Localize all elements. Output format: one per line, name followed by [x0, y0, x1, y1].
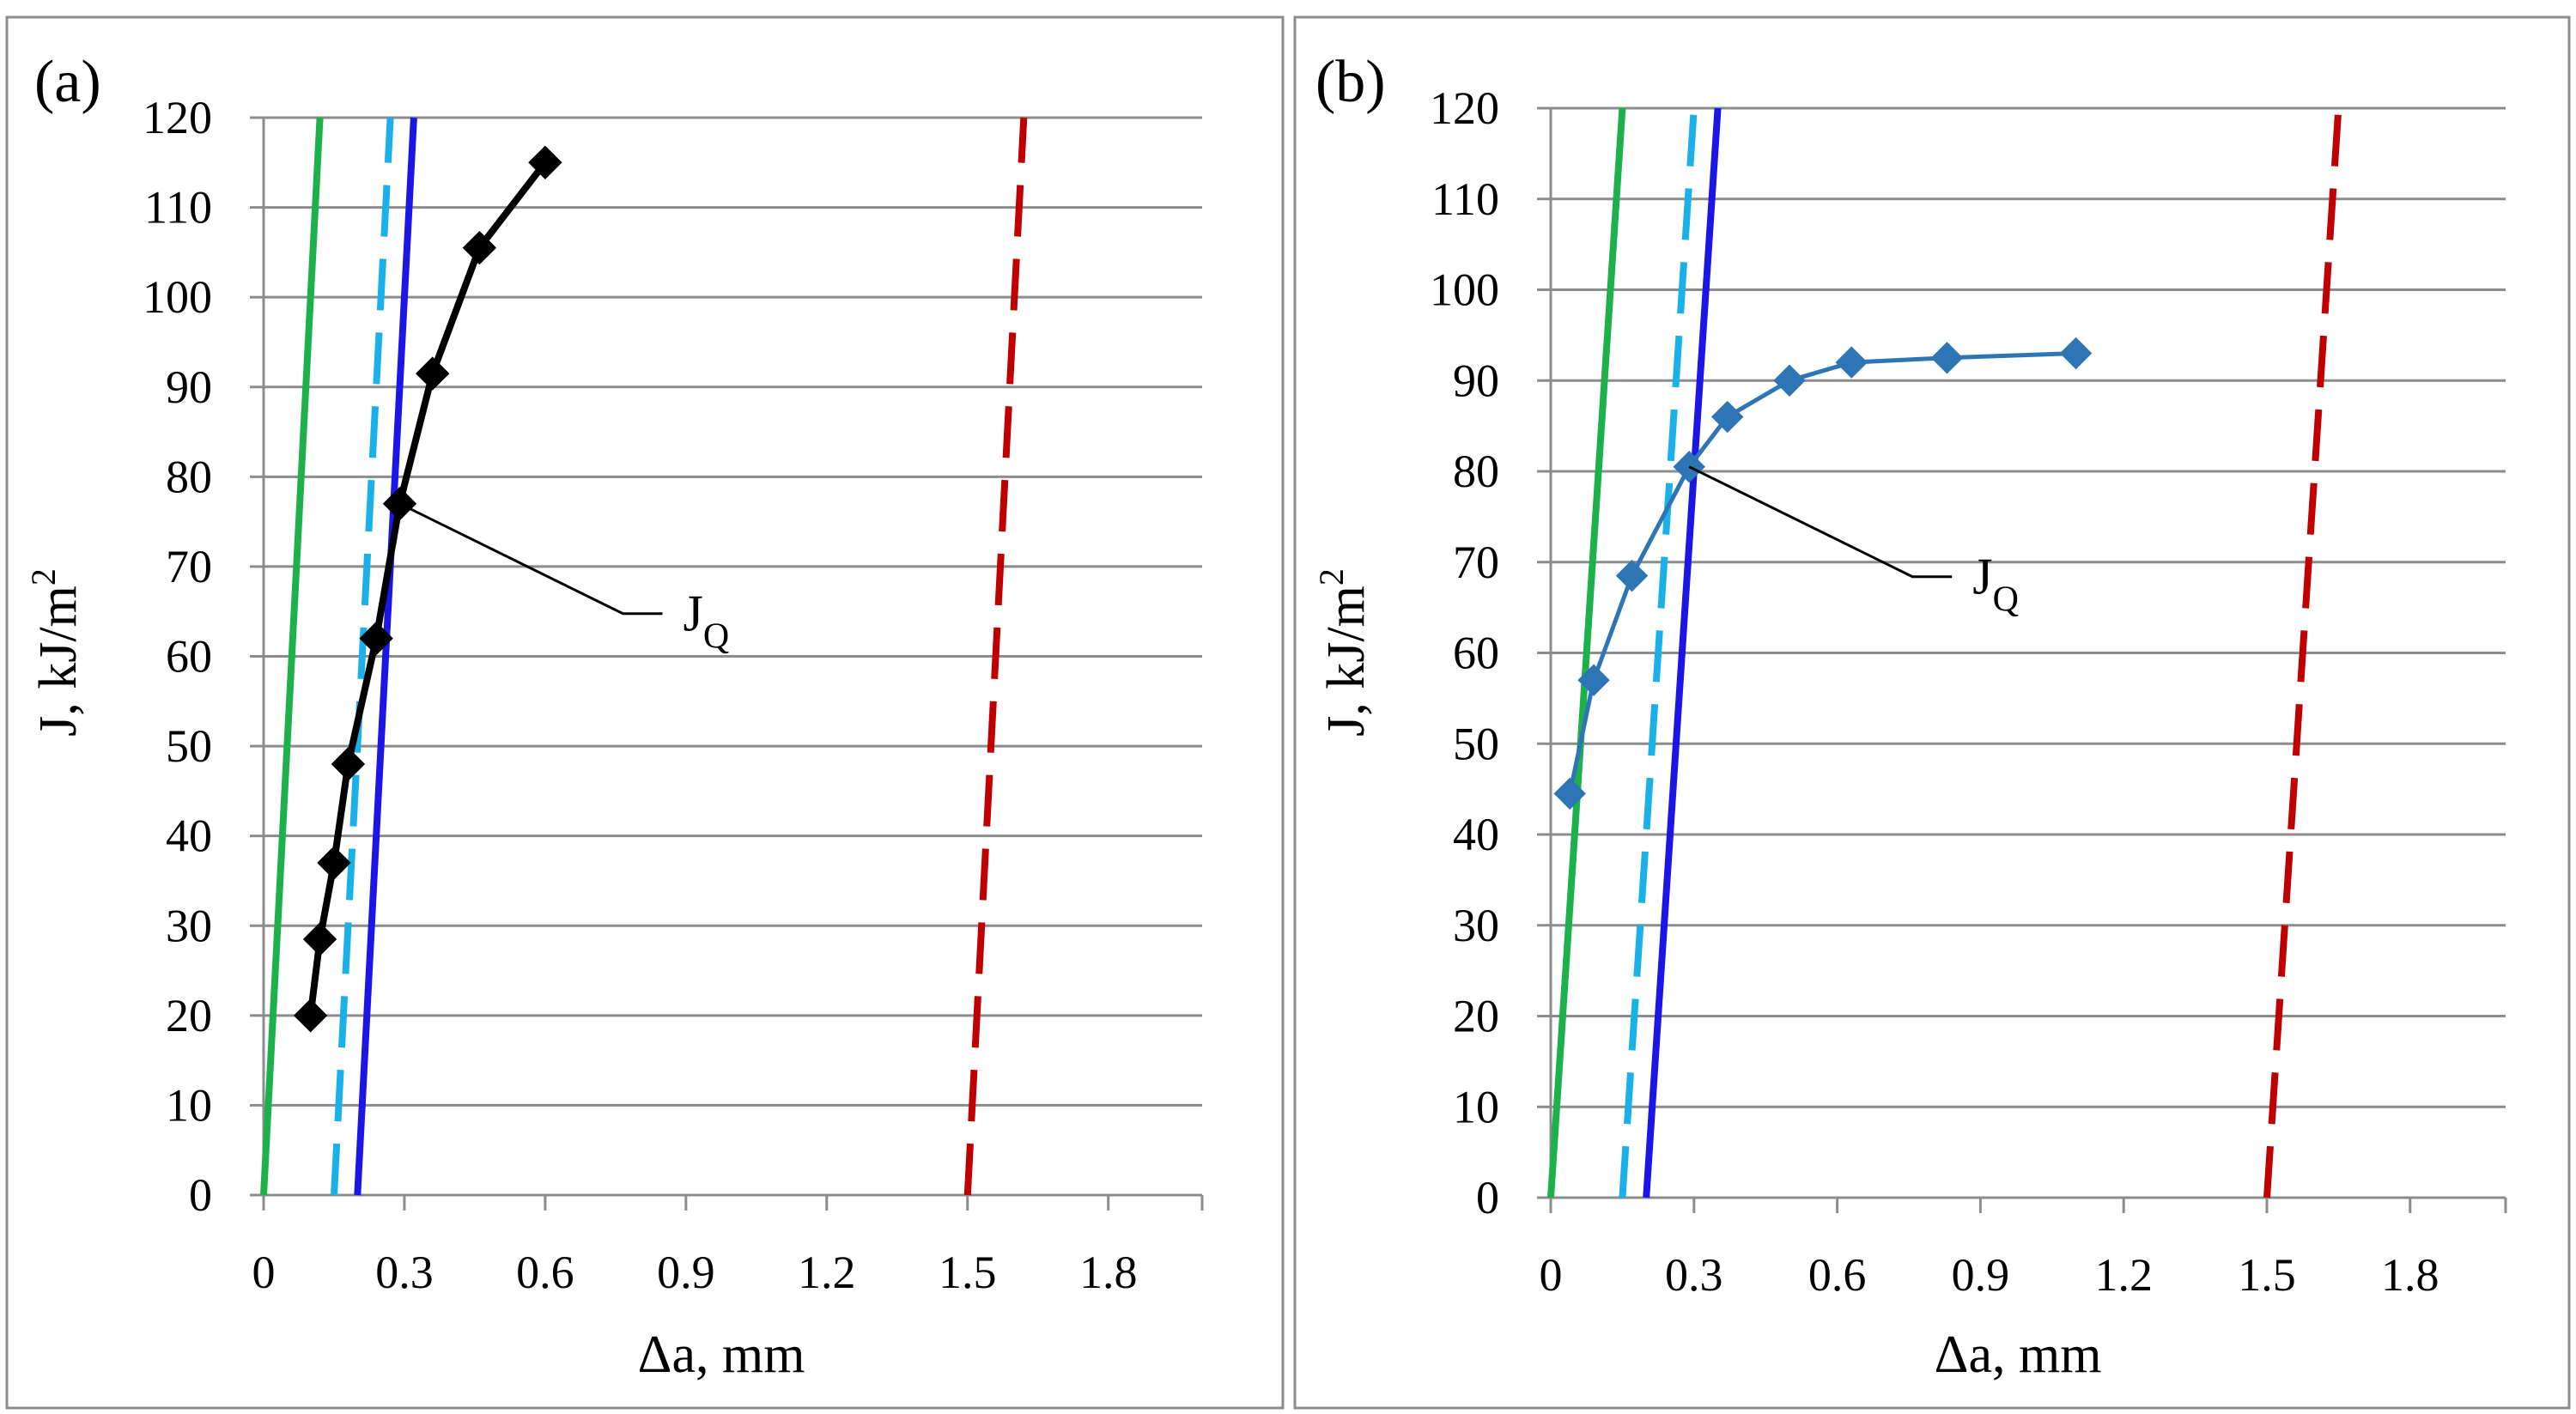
jq-annotation-text: J [683, 586, 702, 642]
data-point [1553, 777, 1586, 810]
y-tick-label: 30 [1453, 900, 1499, 951]
series-0-15-mm-exclusion-line-line [331, 117, 394, 1196]
data-point [416, 356, 450, 391]
jq-annotation-subscript: Q [703, 617, 729, 657]
panel-label: (a) [34, 49, 101, 115]
y-tick-label: 100 [1430, 264, 1499, 316]
data-point [359, 621, 393, 656]
x-tick-label: 0.9 [657, 1247, 715, 1298]
x-tick-label: 1.8 [1079, 1247, 1138, 1298]
panel-label: (b) [1315, 49, 1386, 115]
y-tick-label: 0 [189, 1169, 212, 1221]
data-point [1930, 342, 1964, 374]
data-point [1615, 559, 1649, 592]
y-tick-label: 80 [166, 451, 212, 502]
data-point [1577, 664, 1610, 696]
jq-annotation: JQ [683, 586, 729, 657]
series-blunting-line-line [1547, 107, 1626, 1199]
x-tick-label: 0.6 [516, 1247, 574, 1298]
x-tick-label: 1.5 [2238, 1249, 2296, 1301]
chart-panel-b: 0 10 20 30 40 50 60 70 80 90 100 110 120 0 0.3 0.6 0.9 1.… [1293, 15, 2571, 1410]
data-point [382, 487, 417, 521]
y-tick-label: 50 [166, 720, 212, 772]
data-point [331, 747, 366, 781]
x-tick-label: 0.6 [1808, 1249, 1867, 1301]
panel-frame [5, 15, 1285, 1410]
x-tick-label: 1.2 [798, 1247, 856, 1298]
series-1-5-mm-exclusion-line-line [2263, 107, 2342, 1199]
x-tick-label: 1.2 [2094, 1249, 2153, 1301]
y-tick-label: 10 [1453, 1081, 1499, 1132]
y-tick-label: 80 [1453, 446, 1499, 497]
y-tick-label: 10 [166, 1079, 212, 1131]
y-axis-title: J, kJ/m2 [24, 568, 88, 737]
data-point [528, 145, 562, 179]
x-tick-label: 0.3 [1665, 1249, 1723, 1301]
series-data-line [1567, 351, 2076, 794]
series-0-15-mm-exclusion-line-line [1619, 107, 1698, 1199]
data-point [293, 998, 328, 1033]
annotation-leader-line [398, 502, 663, 616]
y-axis-title-text: J, kJ/m [29, 586, 88, 737]
x-tick-label: 0.3 [375, 1247, 434, 1298]
y-tick-label: 20 [1453, 991, 1499, 1042]
data-point [462, 230, 497, 265]
y-tick-label: 70 [166, 541, 212, 592]
jq-annotation-subscript: Q [1993, 580, 2019, 620]
y-tick-label: 90 [166, 361, 212, 413]
jq-annotation: JQ [1972, 549, 2019, 620]
x-tick-label: 1.8 [2381, 1249, 2439, 1301]
data-point [317, 846, 351, 880]
y-tick-label: 90 [1453, 355, 1499, 406]
y-axis-title-superscript: 2 [24, 568, 63, 586]
x-tick-label: 1.5 [939, 1247, 997, 1298]
x-axis-title: Δa, mm [1935, 1326, 2102, 1384]
y-tick-label: 120 [1430, 82, 1499, 134]
series-data-line [307, 160, 549, 1017]
y-tick-label: 110 [144, 182, 212, 234]
data-point [1711, 400, 1744, 434]
annotation-leader-line [1688, 465, 1953, 579]
x-tick-label: 0 [252, 1247, 276, 1298]
y-axis-title: J, kJ/m2 [1312, 568, 1376, 737]
x-tick-label: 0.9 [1952, 1249, 2010, 1301]
y-tick-label: 60 [1453, 628, 1499, 679]
y-tick-label: 110 [1431, 173, 1499, 225]
y-tick-label: 20 [166, 990, 212, 1041]
panel-frame [1293, 15, 2571, 1410]
series-0-2-mm-offset-line-line [1643, 107, 1722, 1199]
x-tick-label: 0 [1540, 1249, 1563, 1301]
y-tick-label: 40 [166, 810, 212, 862]
series-blunting-line-line [260, 117, 324, 1196]
y-tick-label: 60 [166, 631, 212, 683]
data-point [1773, 364, 1806, 397]
series-1-5-mm-exclusion-line-line [963, 117, 1028, 1196]
series-0-2-mm-offset-line-line [354, 117, 417, 1196]
jq-annotation-text: J [1972, 549, 1992, 605]
data-point [1835, 346, 1868, 379]
y-axis-title-text: J, kJ/m [1317, 586, 1376, 737]
y-tick-label: 70 [1453, 537, 1499, 588]
y-tick-label: 0 [1476, 1172, 1499, 1223]
y-tick-label: 30 [166, 900, 212, 951]
chart-panel-a: 0 10 20 30 40 50 60 70 80 90 100 110 120 0 0.3 0.6 0.9 1.… [5, 15, 1285, 1410]
y-tick-label: 120 [143, 92, 212, 143]
y-tick-label: 100 [143, 271, 212, 323]
y-tick-label: 40 [1453, 809, 1499, 860]
y-tick-label: 50 [1453, 718, 1499, 769]
data-point [2059, 337, 2093, 370]
data-point [302, 922, 337, 956]
y-axis-title-superscript: 2 [1312, 568, 1351, 586]
x-axis-title: Δa, mm [638, 1326, 805, 1384]
